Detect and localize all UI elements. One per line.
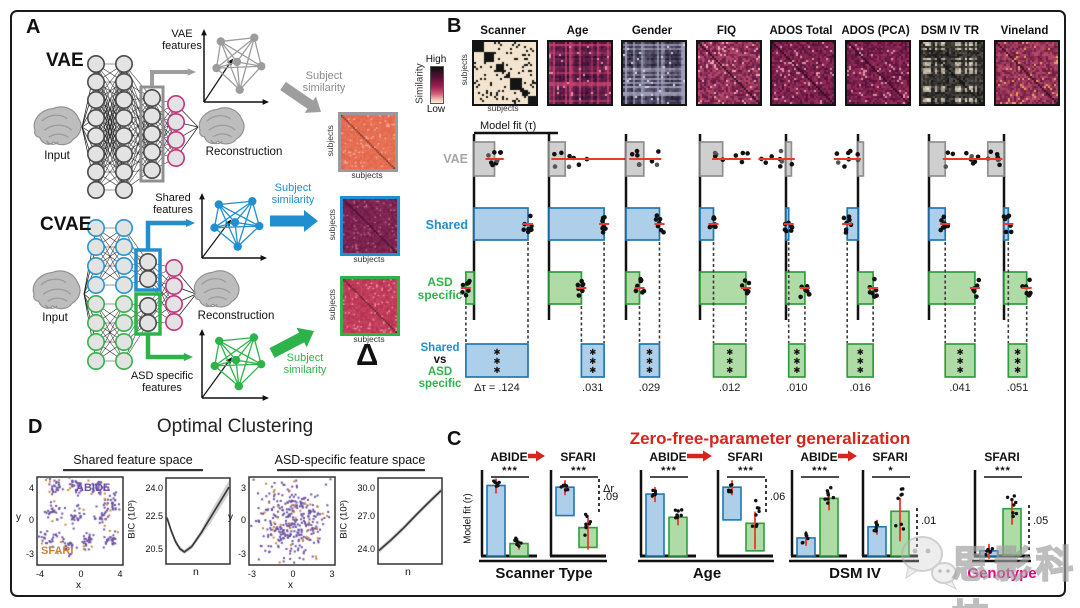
- similarity-matrix-asd: [340, 276, 400, 336]
- similarity-colorbar: [430, 66, 444, 104]
- panelC-letter: C: [447, 428, 462, 450]
- matrix-Scanner: [472, 40, 538, 106]
- panelB-letter: B: [447, 15, 462, 37]
- matrix-label-FIQ: FIQ: [716, 25, 737, 37]
- bic-ytick: 24.0: [145, 483, 163, 493]
- scatter-ylabel: y: [16, 512, 21, 523]
- vae-subject-similarity-label: Subject similarity: [302, 70, 346, 95]
- contrast-label-shared: Shared: [420, 342, 460, 354]
- matrix-label-Vineland: Vineland: [1000, 25, 1049, 37]
- scatter-xtick: 3: [329, 569, 335, 579]
- scatter-ytick: 0: [28, 515, 34, 525]
- scatter-xtick: 0: [78, 569, 84, 579]
- subjects-ylabel-vae: subjects: [325, 125, 336, 157]
- matrix-subjects-xlabel: subjects: [487, 103, 519, 113]
- scatter-ytick: -3: [25, 549, 34, 559]
- subjects-xlabel-vae: subjects: [351, 170, 383, 180]
- matrix-label-Gender: Gender: [631, 25, 673, 37]
- matrix-label-ADOS (PCA): ADOS (PCA): [841, 25, 910, 37]
- similarity-matrix-shared: [340, 196, 400, 256]
- matrix-label-Age: Age: [566, 25, 589, 37]
- bic-ytick: 22.5: [145, 511, 163, 521]
- panelD-title: Optimal Clustering: [156, 416, 314, 437]
- cvae-title: CVAE: [40, 214, 92, 235]
- delta-symbol: Δ: [356, 337, 379, 372]
- contrast-label-asd: ASD: [427, 366, 453, 378]
- matrix-Vineland: [993, 40, 1060, 106]
- matrix-label-DSM IV TR: DSM IV TR: [920, 25, 980, 37]
- row-label-asd: ASD specific: [417, 275, 463, 303]
- colorbar-high-label: High: [425, 54, 447, 65]
- scatter-ytick: -3: [237, 549, 246, 559]
- matrix-subjects-ylabel: subjects: [459, 54, 470, 86]
- scatter-xtick: 4: [117, 569, 123, 579]
- vae-title: VAE: [46, 50, 84, 71]
- matrix-label-ADOS Total: ADOS Total: [769, 25, 833, 37]
- row-label-vae: VAE: [443, 152, 468, 166]
- shared-features-label: Shared features: [153, 192, 193, 217]
- scatter-xtick: 0: [290, 569, 296, 579]
- asd-features-label: ASD specific features: [130, 370, 194, 395]
- bic-ytick: 27.0: [357, 511, 375, 521]
- shared-space-header: Shared feature space: [73, 453, 193, 467]
- panelC-title: Zero-free-parameter generalization: [629, 429, 911, 448]
- subjects-xlabel-asd: subjects: [353, 334, 385, 344]
- matrix-FIQ: [695, 40, 762, 106]
- cvae-recon-label: Reconstruction: [197, 310, 275, 322]
- scatter-annotation-SFARI: SFARI: [41, 545, 74, 557]
- scatter-asd: [250, 478, 334, 564]
- row-label-shared: Shared: [425, 218, 468, 232]
- subjects-ylabel-shared: subjects: [327, 209, 338, 241]
- colorbar-low-label: Low: [426, 104, 446, 115]
- vae-recon-label: Reconstruction: [205, 146, 283, 158]
- scatter-ytick: 3: [240, 483, 246, 493]
- matrix-ADOS (PCA): [844, 40, 911, 106]
- bic-ytick: 30.0: [357, 483, 375, 493]
- bic1-ylabel: BIC (10³): [126, 500, 138, 539]
- matrix-Gender: [621, 40, 687, 106]
- vae-input-label: Input: [44, 150, 70, 162]
- similarity-matrix-vae: [338, 112, 398, 172]
- cvae-input-label: Input: [42, 312, 68, 324]
- bic2-xlabel: n: [405, 566, 411, 578]
- panelD-letter: D: [28, 416, 43, 438]
- bic-ytick: 20.5: [145, 544, 163, 554]
- bic1-xlabel: n: [193, 566, 199, 578]
- scatter-xlabel: x: [76, 580, 81, 591]
- scatter-xlabel: x: [288, 580, 293, 591]
- panelA-letter: A: [26, 16, 41, 38]
- asd-space-header: ASD-specific feature space: [274, 453, 426, 467]
- scatter-ylabel: y: [228, 512, 233, 523]
- panelC-ylabel: Model fit (r): [462, 493, 474, 544]
- matrix-DSM IV TR: [919, 40, 985, 106]
- subjects-ylabel-asd: subjects: [327, 289, 338, 321]
- scatter-ytick: 4: [28, 483, 34, 493]
- asd-subject-similarity-label: Subject similarity: [283, 352, 327, 377]
- matrix-ADOS Total: [770, 40, 836, 106]
- wechat-watermark-icon: [901, 536, 958, 591]
- bic-ytick: 24.0: [357, 544, 375, 554]
- scatter-ytick: 0: [240, 515, 246, 525]
- watermark-text: 思影科技: [951, 543, 1078, 608]
- scatter-xtick: -4: [35, 569, 44, 579]
- matrix-Age: [546, 40, 613, 106]
- matrix-label-Scanner: Scanner: [480, 25, 526, 37]
- contrast-label-specific: specific: [418, 378, 462, 390]
- scatter-xtick: -3: [247, 569, 256, 579]
- bic2-ylabel: BIC (10³): [338, 500, 350, 539]
- scatter-annotation-ABIDE: ABIDE: [76, 482, 111, 494]
- shared-subject-similarity-label: Subject similarity: [271, 182, 315, 207]
- subjects-xlabel-shared: subjects: [353, 254, 385, 264]
- vae-features-label: VAE features: [162, 28, 202, 53]
- contrast-label-vs: vs: [433, 354, 447, 366]
